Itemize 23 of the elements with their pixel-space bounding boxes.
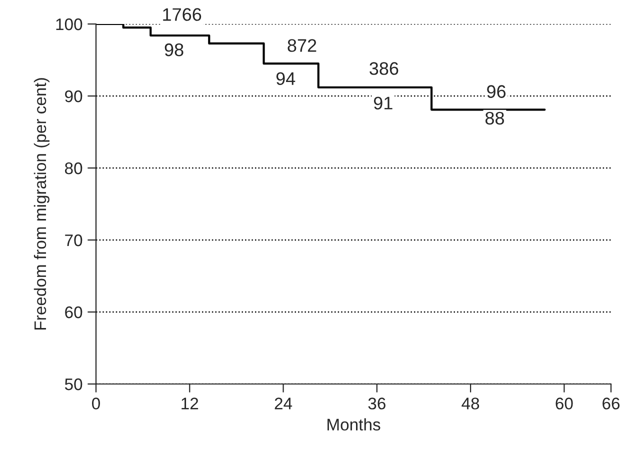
y-tick-label: 50 (64, 378, 82, 390)
y-tick-label: 80 (64, 162, 82, 174)
annotation: 98 (164, 43, 184, 56)
x-tick-label: 48 (462, 398, 480, 410)
y-tick-label: 70 (65, 234, 82, 246)
annotation: 94 (276, 72, 296, 86)
annotation: 386 (370, 62, 398, 75)
x-tick-label: 60 (556, 398, 573, 410)
x-tick-label: 24 (274, 398, 292, 410)
x-tick-label: 66 (602, 398, 620, 410)
annotation: 1766 (163, 8, 202, 21)
y-tick-label: 60 (65, 306, 82, 318)
annotation: 91 (374, 96, 392, 110)
y-tick-label: 90 (65, 90, 82, 102)
y-axis-title: Freedom from migration (per cent) (34, 78, 50, 330)
x-tick-label: 36 (368, 398, 386, 410)
x-axis-title: Months (328, 418, 380, 431)
annotation: 96 (487, 85, 506, 98)
y-tick-label: 100 (56, 18, 82, 30)
annotation: 88 (485, 112, 504, 125)
x-tick-label: 0 (92, 398, 100, 410)
x-tick-label: 12 (182, 398, 198, 410)
annotation: 872 (288, 39, 316, 52)
